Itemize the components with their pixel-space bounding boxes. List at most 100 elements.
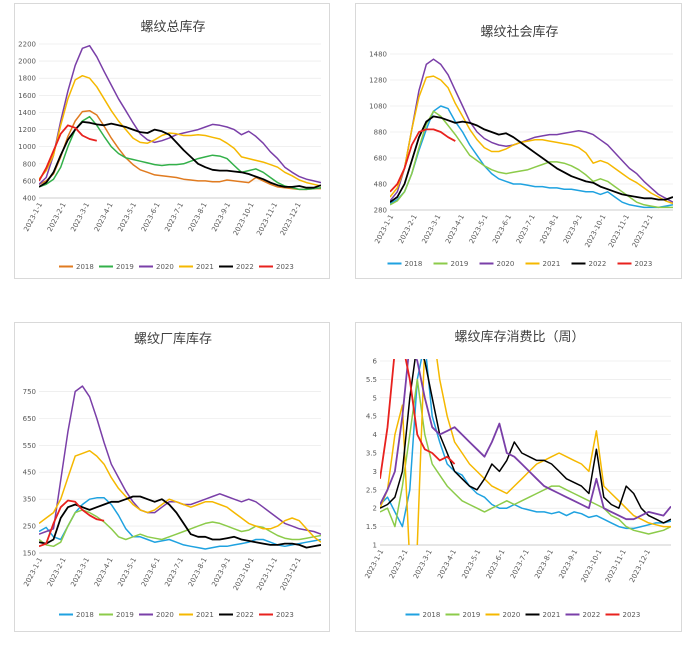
x-tick-label: 2023-9-1 xyxy=(210,201,232,233)
x-tick-label: 2023-1-1 xyxy=(373,213,395,245)
series-line-2021 xyxy=(390,75,673,205)
x-tick-label: 2023-6-1 xyxy=(140,201,162,233)
x-tick-label: 2023-4-1 xyxy=(93,556,115,588)
y-tick-label: 1480 xyxy=(369,51,387,59)
x-tick-label: 2023-5-1 xyxy=(116,556,138,588)
y-tick-label: 4.5 xyxy=(366,413,377,421)
x-tick-label: 2023-6-1 xyxy=(491,213,513,245)
chart-panel-social-inventory: 螺纹社会库存 280 480 680 880 1080 1280 1480 2023-1-1 20… xyxy=(355,3,682,279)
x-tick-label: 2023-9-1 xyxy=(210,556,232,588)
series-line-2023 xyxy=(39,499,105,548)
y-tick-label: 1200 xyxy=(18,126,36,134)
y-tick-label: 6 xyxy=(373,358,378,366)
series-line-2021 xyxy=(39,449,321,543)
legend-label: 2018 xyxy=(405,260,423,268)
x-tick-label: 2023-2-1 xyxy=(388,548,410,580)
x-tick-label: 2023-2-1 xyxy=(46,556,68,588)
x-tick-label: 2023-3-1 xyxy=(69,201,91,233)
legend-label: 2018 xyxy=(423,611,441,619)
legend-label: 2023 xyxy=(276,263,294,271)
x-tick-label: 2023-10-1 xyxy=(232,556,256,592)
legend-label: 2020 xyxy=(156,263,174,271)
legend-label: 2022 xyxy=(236,263,254,271)
y-tick-label: 480 xyxy=(374,181,387,189)
series-line-2021 xyxy=(380,359,671,524)
series-line-2020 xyxy=(39,385,321,535)
x-tick-label: 2023-7-1 xyxy=(509,548,531,580)
y-tick-label: 1400 xyxy=(18,109,36,117)
x-tick-label: 2023-11-1 xyxy=(607,213,631,249)
x-tick-label: 2023-6-1 xyxy=(140,556,162,588)
y-tick-label: 800 xyxy=(23,160,36,168)
x-tick-label: 2023-4-1 xyxy=(93,201,115,233)
series-line-2022 xyxy=(380,359,671,521)
chart-panel-factory-inventory: 螺纹厂库库存 150 250 350 450 550 650 750 2023-1-1 2023-… xyxy=(14,322,330,632)
legend-label: 2020 xyxy=(503,611,521,619)
series-line-2022 xyxy=(39,495,321,549)
legend-label: 2023 xyxy=(635,260,653,268)
x-tick-label: 2023-11-1 xyxy=(604,548,628,584)
y-tick-label: 1080 xyxy=(369,103,387,111)
x-tick-label: 2023-10-1 xyxy=(580,548,604,584)
series-line-2022 xyxy=(390,115,673,203)
series-line-2023 xyxy=(380,359,456,479)
x-tick-label: 2023-1-1 xyxy=(363,548,385,580)
x-tick-label: 2023-8-1 xyxy=(187,201,209,233)
series-line-2020 xyxy=(390,58,673,203)
y-tick-label: 550 xyxy=(23,442,36,450)
y-tick-label: 450 xyxy=(23,469,36,477)
x-tick-label: 2023-2-1 xyxy=(46,201,68,233)
y-tick-label: 280 xyxy=(374,207,387,215)
series-line-2023 xyxy=(390,128,456,193)
legend-label: 2018 xyxy=(76,611,94,619)
y-tick-label: 2 xyxy=(373,505,377,513)
x-tick-label: 2023-1-1 xyxy=(22,556,44,588)
chart-panel-total-inventory: 螺纹总库存 400 600 800 1000 1200 1400 1600 1800 2000 22… xyxy=(14,3,330,279)
legend-label: 2019 xyxy=(116,611,134,619)
chart-title: 螺纹库存消费比（周） xyxy=(454,329,584,345)
series-line-2020 xyxy=(39,44,321,185)
legend-label: 2019 xyxy=(116,263,134,271)
y-tick-label: 1 xyxy=(373,542,377,550)
chart-title: 螺纹社会库存 xyxy=(480,24,558,40)
series-line-2018 xyxy=(39,109,321,191)
y-tick-label: 1600 xyxy=(18,92,36,100)
x-tick-label: 2023-5-1 xyxy=(116,201,138,233)
series-line-2018 xyxy=(390,105,673,209)
series-line-2019 xyxy=(380,378,671,535)
x-tick-label: 2023-7-1 xyxy=(515,213,537,245)
legend-label: 2019 xyxy=(463,611,481,619)
x-tick-label: 2023-6-1 xyxy=(485,548,507,580)
legend-label: 2019 xyxy=(451,260,469,268)
x-tick-label: 2023-8-1 xyxy=(187,556,209,588)
series-line-2023 xyxy=(39,124,98,182)
x-tick-label: 2023-5-1 xyxy=(460,548,482,580)
chart-title: 螺纹总库存 xyxy=(140,19,205,35)
y-tick-label: 2200 xyxy=(18,41,36,49)
legend-label: 2022 xyxy=(583,611,601,619)
y-tick-label: 5 xyxy=(373,394,377,402)
legend-label: 2023 xyxy=(276,611,294,619)
y-tick-label: 2.5 xyxy=(366,486,377,494)
x-tick-label: 2023-3-1 xyxy=(420,213,442,245)
y-tick-label: 3.5 xyxy=(366,450,377,458)
x-tick-label: 2023-12-1 xyxy=(279,201,303,237)
y-tick-label: 1800 xyxy=(18,75,36,83)
y-tick-label: 1.5 xyxy=(366,523,377,531)
x-tick-label: 2023-3-1 xyxy=(69,556,91,588)
y-tick-label: 250 xyxy=(23,523,36,531)
series-line-2019 xyxy=(39,115,321,191)
x-tick-label: 2023-12-1 xyxy=(631,213,655,249)
legend-label: 2021 xyxy=(196,611,214,619)
legend-label: 2023 xyxy=(623,611,641,619)
x-tick-label: 2023-8-1 xyxy=(533,548,555,580)
x-tick-label: 2023-2-1 xyxy=(397,213,419,245)
y-tick-label: 750 xyxy=(23,388,36,396)
y-tick-label: 1280 xyxy=(369,77,387,85)
x-tick-label: 2023-12-1 xyxy=(628,548,652,584)
series-line-2021 xyxy=(39,74,321,187)
chart-panel-inventory-consumption-ratio: 螺纹库存消费比（周） 1 1.5 2 2.5 3 3.5 4 4.5 5 5.5 6 2023-1-1 2… xyxy=(355,322,682,632)
y-tick-label: 2000 xyxy=(18,58,36,66)
